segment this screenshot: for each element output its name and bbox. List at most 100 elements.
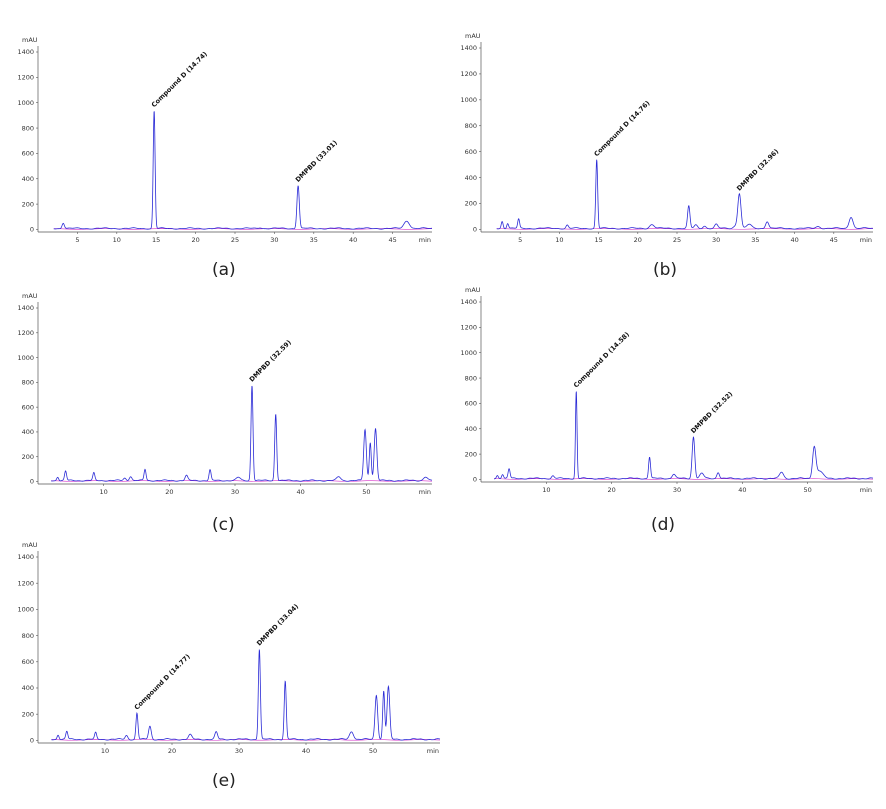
chart-b-svg: 0 200 400 600 800 1000 1200 1400 5 10 15 20 25 30 35 40… [460, 32, 874, 244]
x-tick-label: 50 [362, 488, 370, 496]
x-tick-label: 20 [191, 236, 199, 244]
peak-annotation: DMPBD (32.52) [689, 390, 734, 435]
x-axis-unit: min [860, 236, 872, 244]
x-tick-label: 30 [712, 236, 720, 244]
baseline-trace [51, 739, 441, 741]
y-tick-label: 1400 [17, 553, 34, 561]
chart-e-svg: 0 200 400 600 800 1000 1200 1400 10 20 30 40 50 mAU mi… [17, 541, 441, 755]
x-tick-label: 20 [168, 747, 176, 755]
x-tick-label: 15 [594, 236, 602, 244]
x-tick-label: 40 [302, 747, 310, 755]
x-tick-label: 45 [830, 236, 838, 244]
y-tick-label: 800 [22, 379, 34, 387]
chromatogram-trace [496, 159, 873, 230]
y-axis-unit: mAU [465, 32, 481, 40]
y-tick-label: 400 [465, 425, 477, 433]
x-tick-label: 5 [75, 236, 79, 244]
peak-annotation: DMPBD (32.96) [735, 147, 780, 192]
x-tick-label: 10 [542, 486, 550, 494]
x-tick-label: 30 [270, 236, 278, 244]
x-tick-label: 5 [518, 236, 522, 244]
y-tick-label: 1200 [17, 74, 34, 82]
y-tick-label: 1000 [460, 349, 477, 357]
y-tick-label: 400 [465, 174, 477, 182]
chromatogram-c: 0 200 400 600 800 1000 1200 1400 10 20 30 40 50 mAU mi… [0, 290, 443, 545]
y-tick-label: 600 [465, 400, 477, 408]
y-tick-label: 1200 [17, 329, 34, 337]
y-tick-label: 1000 [17, 606, 34, 614]
y-tick-label: 0 [30, 737, 34, 745]
x-tick-label: 40 [790, 236, 798, 244]
y-tick-label: 1400 [17, 304, 34, 312]
x-tick-label: 30 [673, 486, 681, 494]
caption-e: (e) [212, 771, 236, 791]
y-tick-label: 200 [465, 450, 477, 458]
chromatogram-trace [51, 385, 433, 482]
y-tick-label: 400 [22, 684, 34, 692]
y-tick-label: 1000 [17, 354, 34, 362]
y-tick-label: 400 [22, 428, 34, 436]
x-tick-label: 15 [152, 236, 160, 244]
peak-annotation: Compound D (14.76) [592, 99, 651, 158]
peak-annotation: DMPBD (33.01) [294, 139, 339, 184]
y-tick-label: 200 [22, 453, 34, 461]
y-tick-label: 1200 [17, 579, 34, 587]
x-tick-label: 30 [231, 488, 239, 496]
y-tick-label: 0 [30, 478, 34, 486]
baseline-trace [51, 480, 433, 482]
y-tick-label: 600 [22, 658, 34, 666]
x-tick-label: 20 [165, 488, 173, 496]
x-tick-label: 10 [100, 488, 108, 496]
y-tick-label: 1000 [17, 99, 34, 107]
y-tick-label: 1200 [460, 324, 477, 332]
y-axis-unit: mAU [22, 541, 38, 549]
x-tick-label: 50 [804, 486, 812, 494]
x-tick-label: 30 [235, 747, 243, 755]
y-tick-label: 0 [473, 476, 477, 484]
x-tick-label: 10 [113, 236, 121, 244]
y-tick-label: 1400 [460, 298, 477, 306]
x-axis-unit: min [419, 236, 431, 244]
peak-annotation: Compound D (14.58) [572, 330, 631, 389]
x-tick-label: 40 [349, 236, 357, 244]
chromatogram-trace [494, 391, 874, 480]
y-axis-unit: mAU [22, 36, 38, 44]
x-tick-label: 35 [751, 236, 759, 244]
x-axis-unit: min [860, 486, 872, 494]
peak-annotation: DMPBD (32.59) [248, 338, 293, 383]
x-axis-unit: min [419, 488, 431, 496]
chromatogram-a: 0 200 400 600 800 1000 1200 1400 5 10 15 20 25 30 35 40… [0, 0, 443, 290]
baseline-trace [494, 478, 874, 480]
x-tick-label: 20 [634, 236, 642, 244]
x-tick-label: 50 [369, 747, 377, 755]
y-tick-label: 800 [22, 124, 34, 132]
x-tick-label: 40 [297, 488, 305, 496]
chart-d-svg: 0 200 400 600 800 1000 1200 1400 10 20 30 40 50 mAU mi… [460, 286, 874, 494]
y-tick-label: 1400 [460, 44, 477, 52]
y-tick-label: 800 [465, 122, 477, 130]
caption-b: (b) [653, 260, 678, 280]
peak-annotation: DMPBD (33.04) [255, 602, 300, 647]
y-axis-unit: mAU [22, 292, 38, 300]
x-tick-label: 25 [231, 236, 239, 244]
chromatogram-e: 0 200 400 600 800 1000 1200 1400 10 20 30 40 50 mAU mi… [0, 541, 443, 809]
y-tick-label: 200 [465, 200, 477, 208]
x-tick-label: 40 [738, 486, 746, 494]
y-tick-label: 1200 [460, 70, 477, 78]
chart-a-svg: 0 200 400 600 800 1000 1200 1400 5 10 15 20 25 30 35 40… [17, 36, 433, 244]
chromatogram-trace [53, 111, 432, 230]
y-tick-label: 600 [22, 403, 34, 411]
x-tick-label: 25 [673, 236, 681, 244]
y-tick-label: 600 [465, 148, 477, 156]
chart-c-svg: 0 200 400 600 800 1000 1200 1400 10 20 30 40 50 mAU mi… [17, 292, 433, 496]
y-tick-label: 600 [22, 150, 34, 158]
y-tick-label: 0 [30, 226, 34, 234]
x-tick-label: 20 [608, 486, 616, 494]
chromatogram-b: 0 200 400 600 800 1000 1200 1400 5 10 15 20 25 30 35 40… [443, 0, 886, 290]
y-tick-label: 200 [22, 200, 34, 208]
chromatogram-d: 0 200 400 600 800 1000 1200 1400 10 20 30 40 50 mAU mi… [443, 286, 886, 545]
chromatogram-trace [51, 649, 441, 741]
y-tick-label: 800 [465, 374, 477, 382]
caption-d: (d) [651, 515, 676, 535]
y-axis-unit: mAU [465, 286, 481, 294]
